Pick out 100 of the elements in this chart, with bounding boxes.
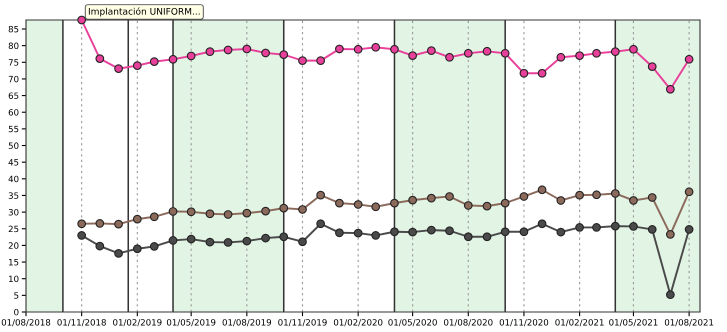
point	[520, 227, 528, 236]
point	[279, 204, 288, 212]
point	[316, 219, 326, 228]
point	[298, 237, 307, 246]
point	[371, 231, 380, 240]
point	[575, 51, 584, 60]
y-tick-label: 0	[14, 308, 18, 316]
point	[610, 222, 620, 230]
point	[186, 52, 196, 60]
point	[150, 242, 159, 251]
point	[556, 196, 566, 205]
point	[482, 232, 492, 242]
y-tick-label: 65	[8, 92, 18, 99]
point	[684, 225, 694, 234]
point	[666, 84, 675, 94]
point	[77, 16, 86, 24]
point	[206, 209, 214, 218]
point	[390, 44, 399, 54]
point	[538, 68, 546, 78]
point	[556, 228, 566, 236]
point	[242, 44, 252, 54]
point	[77, 219, 86, 228]
point	[520, 68, 528, 78]
point	[538, 219, 546, 228]
x-tick-label: 01/05/2020	[388, 319, 437, 326]
y-tick-label: 45	[8, 159, 18, 166]
point	[298, 205, 307, 214]
point	[610, 189, 620, 198]
point	[500, 48, 510, 58]
point	[390, 198, 399, 208]
point	[114, 64, 123, 73]
y-tick-label: 60	[8, 109, 18, 116]
point	[95, 242, 104, 250]
point	[279, 50, 288, 59]
point	[242, 208, 252, 218]
point	[648, 225, 657, 234]
point	[186, 234, 196, 244]
point	[168, 207, 178, 216]
point	[95, 219, 104, 228]
point	[354, 44, 363, 54]
point	[666, 290, 675, 300]
point	[684, 54, 694, 64]
point	[354, 200, 363, 209]
point	[500, 198, 510, 208]
point	[610, 47, 620, 56]
point	[426, 226, 436, 234]
y-tick-label: 30	[8, 208, 18, 216]
y-tick-label: 25	[8, 226, 18, 232]
point	[592, 223, 601, 232]
point	[335, 44, 344, 54]
point	[335, 198, 344, 208]
x-tick-label: 01/08/2018	[2, 319, 50, 326]
point	[261, 48, 270, 58]
x-tick-label: 01/11/2020	[500, 319, 548, 326]
point	[464, 201, 473, 210]
point	[648, 193, 657, 202]
point	[592, 48, 601, 58]
point	[629, 44, 638, 54]
point	[77, 231, 86, 240]
point	[426, 194, 436, 203]
point	[132, 214, 142, 224]
y-tick-label: 85	[8, 26, 18, 32]
point	[666, 230, 675, 239]
x-tick-label: 01/05/2019	[166, 319, 216, 326]
y-tick-label: 35	[8, 192, 18, 199]
point	[354, 228, 363, 238]
point	[316, 190, 326, 200]
x-tick-label: 01/11/2018	[57, 319, 106, 326]
point	[520, 192, 528, 201]
point	[261, 234, 270, 242]
point	[482, 202, 492, 210]
y-tick-label: 10	[9, 276, 18, 282]
point	[408, 228, 417, 236]
point	[445, 192, 454, 201]
point	[575, 190, 584, 200]
point	[95, 54, 104, 63]
point	[592, 190, 601, 200]
point	[224, 46, 232, 54]
y-tick-label: 5	[14, 292, 18, 299]
y-tick-label: 40	[8, 176, 18, 182]
y-tick-label: 55	[8, 126, 18, 132]
point	[132, 244, 142, 254]
point	[298, 56, 307, 65]
point	[684, 187, 694, 196]
x-tick-label: 01/11/2019	[278, 319, 327, 326]
text: Implantación UNIFORM...	[88, 7, 200, 16]
point	[464, 48, 473, 58]
point	[629, 196, 638, 205]
point	[445, 52, 454, 62]
x-tick-label: 01/08/2020	[444, 319, 493, 326]
point	[575, 223, 584, 232]
point	[556, 52, 566, 62]
point	[316, 56, 326, 65]
point	[261, 206, 270, 216]
point	[371, 202, 380, 212]
point	[224, 238, 232, 247]
point	[132, 61, 142, 70]
x-tick-label: 01/08/2019	[222, 319, 272, 326]
point	[168, 236, 178, 245]
point	[114, 220, 123, 228]
